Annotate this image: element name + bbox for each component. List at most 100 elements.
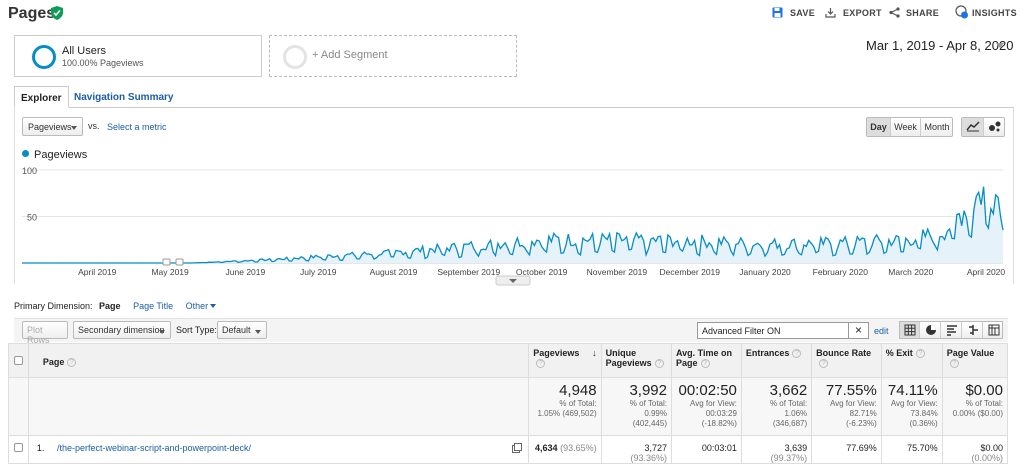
row-unique-value: 3,727 (644, 443, 667, 453)
add-segment-button[interactable]: + Add Segment (269, 35, 517, 77)
row-page-link[interactable]: /the-perfect-webinar-script-and-powerpoi… (56, 443, 252, 453)
edit-filter-link[interactable]: edit (874, 326, 889, 336)
date-range-picker[interactable]: Mar 1, 2019 - Apr 8, 2020 (866, 38, 1014, 53)
col-avg-time[interactable]: Avg. Time on Page? (671, 343, 742, 378)
help-icon[interactable]: ? (792, 349, 802, 358)
date-range-caret-icon[interactable] (996, 43, 1004, 48)
totals-blank (8, 377, 29, 436)
select-metric-link[interactable]: Select a metric (107, 122, 167, 132)
top-bar: Pages SAVE EXPORT SHARE INSIGHTS (0, 0, 1024, 28)
total-note: Avg for View: (829, 399, 877, 408)
dimension-page-title[interactable]: Page Title (133, 301, 174, 311)
empty-segment-ring-icon (283, 45, 307, 69)
col-bounce-rate[interactable]: Bounce Rate? (811, 343, 882, 378)
total-note: 1.06% (784, 409, 808, 418)
page-title: Pages (8, 5, 56, 22)
help-icon[interactable]: ? (67, 358, 77, 367)
report-tabs: Explorer Navigation Summary (14, 86, 1014, 108)
total-note: Avg for View: (890, 399, 938, 408)
bar-view-button[interactable] (942, 322, 962, 338)
col-entrances-label: Entrances (745, 348, 790, 358)
clear-filter-icon[interactable]: × (848, 323, 868, 338)
row-entrances-pct: (99.37%) (770, 453, 808, 463)
total-note: (0.36%) (909, 419, 938, 428)
help-icon[interactable]: ? (949, 359, 959, 368)
chevron-down-icon (71, 126, 77, 130)
x-tick-label: July 2019 (300, 267, 337, 277)
secondary-dimension-select[interactable]: Secondary dimension (73, 321, 171, 339)
x-tick-label: January 2020 (739, 267, 791, 277)
total-entrances: 3,662% of Total: 1.06% (346,687) (740, 377, 813, 436)
total-value: 3,662 (769, 382, 808, 399)
insights-label: INSIGHTS (972, 8, 1017, 18)
pie-view-button[interactable] (921, 322, 941, 338)
totals-row: 4,948% of Total: 1.05% (469,502) 3,992% o… (8, 377, 1009, 436)
col-page-value[interactable]: Page Value? (941, 343, 1009, 378)
table-view-button[interactable] (900, 322, 920, 338)
insights-icon (955, 5, 968, 19)
tab-explorer[interactable]: Explorer (14, 86, 69, 108)
help-icon[interactable]: ? (915, 349, 925, 358)
col-exit-label: % Exit (885, 348, 913, 358)
total-value: $0.00 (965, 382, 1003, 399)
open-page-icon[interactable] (512, 443, 523, 453)
line-chart-button[interactable] (962, 118, 984, 136)
granularity-day-button[interactable]: Day (867, 118, 891, 136)
annotation-marker (175, 258, 184, 266)
segment-name: All Users (62, 45, 107, 57)
total-note: 00:03:29 (705, 409, 737, 418)
add-segment-label: + Add Segment (312, 49, 388, 61)
motion-chart-button[interactable] (984, 118, 1005, 136)
dimension-other-label: Other (185, 301, 209, 311)
row-unique: 3,727 (93.36%) (600, 435, 673, 464)
help-icon[interactable]: ? (536, 359, 546, 368)
tab-navigation-summary[interactable]: Navigation Summary (74, 92, 174, 103)
annotation-marker (162, 258, 171, 266)
y-tick-label: 100 (22, 166, 37, 176)
pageviews-line-chart: 100 50 April 2019 May 2019 June 2019 July 201… (22, 166, 1005, 286)
metric-select[interactable]: Pageviews (22, 117, 83, 136)
plot-rows-button[interactable]: Plot Rows (22, 321, 68, 345)
col-unique-pageviews[interactable]: Unique Pageviews? (600, 343, 673, 378)
bubbles-icon (988, 121, 1000, 132)
chevron-down-icon (210, 304, 217, 308)
metric-select-value: Pageviews (28, 122, 72, 132)
help-icon[interactable]: ? (654, 359, 664, 368)
save-label: SAVE (790, 8, 816, 18)
granularity-toggle: Day Week Month (866, 117, 953, 137)
sort-type-select[interactable]: Default (217, 321, 267, 339)
pivot-view-button[interactable] (984, 322, 1004, 338)
col-exit[interactable]: % Exit? (880, 343, 943, 378)
comparison-view-button[interactable] (963, 322, 983, 338)
total-note: % of Total: (559, 399, 597, 408)
pivot-icon (988, 324, 1000, 336)
select-all-checkbox-cell[interactable] (8, 343, 29, 378)
help-icon[interactable]: ? (700, 359, 710, 368)
granularity-week-button[interactable]: Week (891, 118, 921, 136)
col-entrances[interactable]: Entrances? (740, 343, 813, 378)
total-note: 1.05% (469,502) (537, 409, 597, 418)
dimension-other[interactable]: Other (186, 301, 217, 311)
total-value: 74.11% (887, 382, 938, 399)
segment-all-users[interactable]: All Users 100.00% Pageviews (14, 35, 262, 77)
x-tick-label: November 2019 (587, 267, 648, 277)
pie-icon (926, 325, 936, 335)
checkbox[interactable] (13, 443, 23, 452)
export-label: EXPORT (843, 8, 882, 18)
advanced-filter-field[interactable]: Advanced Filter ON × (697, 322, 869, 339)
row-checkbox-cell[interactable] (8, 435, 29, 464)
granularity-month-button[interactable]: Month (924, 122, 950, 132)
row-index: 1. (36, 443, 45, 453)
dimension-page[interactable]: Page (99, 301, 121, 311)
x-tick-label: October 2019 (516, 267, 568, 277)
grid-icon (904, 324, 916, 336)
sort-type-value: Default (222, 325, 251, 335)
chevron-down-icon (509, 279, 517, 283)
total-note: 73.84% (910, 409, 938, 418)
total-note: % of Total: (629, 399, 667, 408)
vs-label: vs. (88, 121, 100, 131)
checkbox[interactable] (13, 356, 23, 365)
help-icon[interactable]: ? (819, 359, 829, 368)
col-pageviews[interactable]: Pageviews ↓? (528, 343, 602, 378)
col-page[interactable]: Page? (27, 343, 530, 378)
